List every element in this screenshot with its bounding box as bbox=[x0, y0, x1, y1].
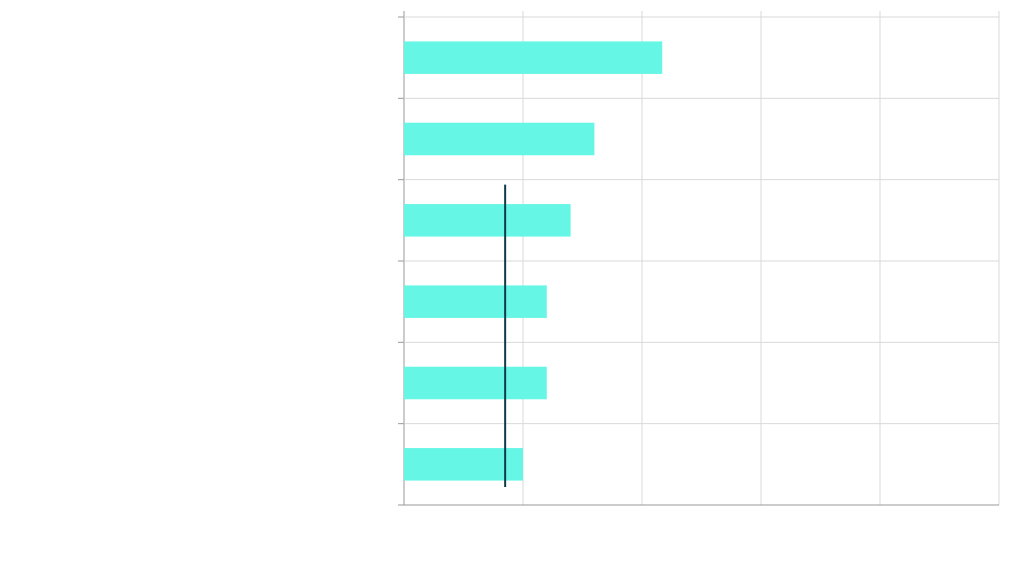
bar-2 bbox=[404, 204, 571, 237]
axes bbox=[398, 16, 404, 506]
bar-0 bbox=[404, 41, 663, 74]
bar-4 bbox=[404, 366, 547, 400]
grid bbox=[403, 11, 1000, 506]
bars bbox=[404, 41, 663, 481]
bar-5 bbox=[404, 448, 523, 481]
bar-3 bbox=[404, 285, 547, 318]
bar-1 bbox=[404, 122, 595, 156]
